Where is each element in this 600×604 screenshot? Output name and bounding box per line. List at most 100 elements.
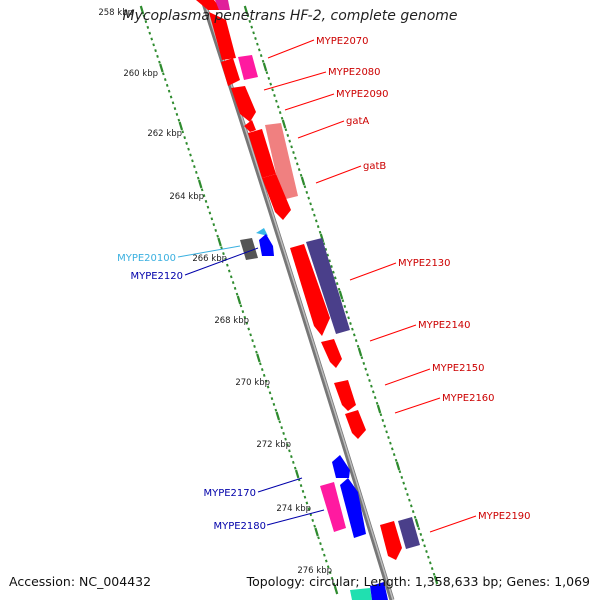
right-track-tick xyxy=(314,219,318,223)
left-track-tick xyxy=(264,379,268,383)
gene-small-arrow[interactable] xyxy=(244,120,256,132)
gene-label-mype2080[interactable]: MYPE2080 xyxy=(328,67,381,78)
right-track-tick xyxy=(275,99,278,103)
gene-gatb[interactable] xyxy=(262,174,291,220)
gene-label-mype20100[interactable]: MYPE20100 xyxy=(117,253,176,264)
right-track-tick xyxy=(390,447,394,451)
left-track-tick xyxy=(204,199,208,203)
left-track-tick xyxy=(247,327,251,331)
right-track-tick xyxy=(297,168,301,172)
gene-bottom-teal[interactable] xyxy=(350,588,372,600)
right-track-tick xyxy=(421,538,425,542)
left-track-tick xyxy=(255,350,258,354)
left-track-tick xyxy=(319,542,322,546)
right-track-tick xyxy=(425,550,428,553)
left-track-tick xyxy=(197,179,203,189)
left-track-tick xyxy=(187,147,190,151)
gene-label-mype2180[interactable]: MYPE2180 xyxy=(213,521,266,532)
gene-gata-pale[interactable] xyxy=(265,123,298,200)
left-tick-track xyxy=(139,5,339,595)
left-track-tick xyxy=(299,484,303,488)
right-track-tick xyxy=(307,196,311,200)
gene-mype2120[interactable] xyxy=(259,234,274,256)
right-track-tick xyxy=(305,190,309,194)
right-track-tick xyxy=(326,253,330,257)
gene-label-mype2120[interactable]: MYPE2120 xyxy=(130,271,183,282)
gene-label-mype2150[interactable]: MYPE2150 xyxy=(432,363,485,374)
scale-label: 270 kbp xyxy=(235,378,270,388)
gene-top-red[interactable] xyxy=(196,0,222,10)
scale-label: 264 kbp xyxy=(169,192,204,202)
gene-label-mype2190[interactable]: MYPE2190 xyxy=(478,511,531,522)
scale-label: 272 kbp xyxy=(256,440,291,450)
gene-mype20100-cyan[interactable] xyxy=(256,228,268,236)
left-track-tick xyxy=(313,524,316,528)
gene-top-magenta[interactable] xyxy=(215,0,230,10)
left-track-tick xyxy=(139,5,145,15)
gene-label-mype2140[interactable]: MYPE2140 xyxy=(418,320,471,331)
left-track-tick xyxy=(286,443,289,447)
left-track-tick xyxy=(226,263,229,267)
gene-mype2190-dark[interactable] xyxy=(398,517,420,549)
gene-mype20100[interactable] xyxy=(240,238,258,260)
gene-mype2060[interactable] xyxy=(209,12,236,60)
left-track-tick xyxy=(183,136,186,140)
gene-label-mype2160[interactable]: MYPE2160 xyxy=(442,393,495,404)
left-track-tick xyxy=(222,252,225,256)
scale-label: 268 kbp xyxy=(214,316,249,326)
gene-mype2180-blue[interactable] xyxy=(340,478,366,538)
gene-mype2160-b[interactable] xyxy=(345,410,366,439)
left-track-tick xyxy=(227,269,231,273)
right-track-tick xyxy=(284,128,288,132)
right-track-tick xyxy=(419,532,423,536)
gene-mype2090[interactable] xyxy=(231,86,256,122)
right-track-tick xyxy=(402,481,406,485)
gene-mype2170[interactable] xyxy=(332,455,350,478)
gene-mype2070-arrow[interactable] xyxy=(221,58,240,86)
gene-label-mype2090[interactable]: MYPE2090 xyxy=(336,89,389,100)
gene-mype2160-a[interactable] xyxy=(334,380,356,411)
right-track-tick xyxy=(392,453,396,457)
map-title: Mycoplasma penetrans HF-2, complete geno… xyxy=(122,8,458,24)
left-track-tick xyxy=(189,153,192,157)
left-track-tick xyxy=(200,188,204,192)
right-track-tick xyxy=(389,441,392,445)
left-track-tick xyxy=(328,571,332,575)
gene-mype2130-dark[interactable] xyxy=(306,238,350,334)
gene-label-gata[interactable]: gatA xyxy=(346,116,369,127)
gene-label-mype2070[interactable]: MYPE2070 xyxy=(316,36,369,47)
right-track-tick xyxy=(338,290,344,300)
gene-bottom-blue[interactable] xyxy=(370,582,388,600)
gene-label-mype2170[interactable]: MYPE2170 xyxy=(203,488,256,499)
gene-label-gatb[interactable]: gatB xyxy=(363,161,386,172)
right-track-tick xyxy=(356,344,360,348)
right-track-tick xyxy=(385,430,388,434)
left-track-tick xyxy=(278,420,282,424)
left-track-tick xyxy=(163,78,167,82)
gene-label-mype2130[interactable]: MYPE2130 xyxy=(398,258,451,269)
left-track-tick xyxy=(251,339,254,343)
left-track-tick xyxy=(158,60,161,64)
left-track-tick xyxy=(245,321,249,325)
gene-gata[interactable] xyxy=(248,129,276,178)
left-track-tick xyxy=(214,228,218,232)
left-track-tick xyxy=(152,43,155,47)
left-track-tick xyxy=(333,585,339,595)
gene-mype2130[interactable] xyxy=(290,244,330,336)
left-track-tick xyxy=(231,281,235,285)
right-track-tick xyxy=(394,458,398,462)
left-track-tick xyxy=(239,304,243,308)
gene-mype2150[interactable] xyxy=(321,339,342,368)
right-track-tick xyxy=(406,493,409,496)
gene-mype2190-red[interactable] xyxy=(380,521,402,560)
left-track-tick xyxy=(235,292,239,296)
right-leader-lines xyxy=(263,39,477,533)
gene-mype2180-pink[interactable] xyxy=(320,482,346,532)
gene-mype2070-pink[interactable] xyxy=(238,55,258,80)
right-track-tick xyxy=(267,76,271,80)
left-track-tick xyxy=(317,536,320,540)
gene-features xyxy=(196,0,420,600)
right-track-tick xyxy=(313,213,316,217)
